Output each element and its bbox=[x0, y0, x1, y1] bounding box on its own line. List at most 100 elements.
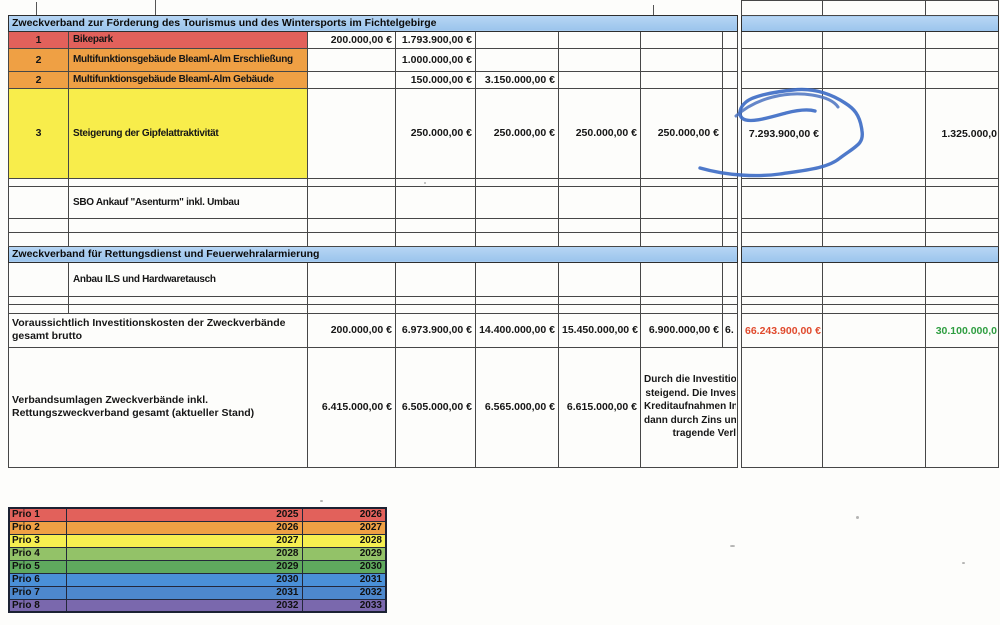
empty-cell bbox=[640, 185, 723, 219]
value-cell: 1.793.900,00 € bbox=[395, 30, 476, 49]
empty-cell bbox=[8, 231, 69, 247]
scan-speck bbox=[730, 545, 735, 547]
empty-cell bbox=[741, 31, 823, 49]
circled-total-cell: 7.293.900,00 € bbox=[741, 88, 823, 179]
empty-cell bbox=[475, 185, 559, 219]
empty-cell bbox=[8, 177, 69, 187]
empty-cell bbox=[475, 231, 559, 247]
empty-cell bbox=[558, 295, 641, 305]
empty-cell bbox=[307, 231, 396, 247]
empty-cell bbox=[741, 186, 823, 219]
empty-cell bbox=[925, 0, 999, 16]
table-row bbox=[741, 304, 999, 314]
empty-cell bbox=[558, 177, 641, 187]
invest-total-label: Voraussichtlich Investitionskosten der Z… bbox=[8, 312, 308, 348]
legend-label: Prio 8 bbox=[8, 598, 67, 613]
empty-cell bbox=[307, 217, 396, 233]
value-cell: 200.000,00 € bbox=[307, 312, 396, 348]
empty-cell bbox=[640, 295, 723, 305]
legend-end-year: 2033 bbox=[301, 598, 387, 613]
empty-cell bbox=[741, 0, 823, 16]
section-banner-continuation bbox=[741, 246, 999, 263]
table-row bbox=[741, 0, 999, 16]
invest-green-total-cell: 30.100.000,0 bbox=[925, 313, 999, 348]
legend-row: Prio 8 2032 2033 bbox=[8, 598, 387, 613]
value-cell: 1.000.000,00 € bbox=[395, 47, 476, 72]
table-row bbox=[8, 303, 738, 314]
value-cell: 6.900.000,00 € bbox=[640, 312, 723, 348]
project-name-cell: Multifunktionsgebäude Bleaml-Alm Gebäude bbox=[68, 70, 308, 89]
empty-cell bbox=[822, 296, 926, 305]
legend-start-year: 2030 bbox=[65, 572, 303, 587]
table-row: Anbau ILS und Hardwaretausch bbox=[8, 261, 738, 297]
value-cell: 14.400.000,00 € bbox=[475, 312, 559, 348]
table-row bbox=[741, 15, 999, 32]
legend-end-year: 2026 bbox=[301, 507, 387, 522]
prio-cell: 1 bbox=[8, 30, 69, 49]
empty-cell bbox=[395, 303, 476, 314]
empty-cell bbox=[822, 178, 926, 187]
scan-speck bbox=[962, 562, 965, 564]
legend-row: Prio 4 2028 2029 bbox=[8, 546, 387, 561]
table-row bbox=[741, 296, 999, 305]
table-row bbox=[741, 218, 999, 233]
table-row bbox=[741, 347, 999, 468]
empty-cell bbox=[741, 71, 823, 89]
value-cell: 250.000,00 € bbox=[640, 87, 723, 179]
value-cell: 250.000,00 € bbox=[395, 87, 476, 179]
legend-row: Prio 5 2029 2030 bbox=[8, 559, 387, 574]
empty-cell bbox=[640, 47, 723, 72]
empty-cell bbox=[722, 30, 738, 49]
value-cell: 6.565.000,00 € bbox=[475, 346, 559, 468]
gridline-tick bbox=[653, 5, 654, 15]
table-row: 1 Bikepark 200.000,00 € 1.793.900,00 € bbox=[8, 30, 738, 49]
empty-cell bbox=[925, 232, 999, 247]
value-cell: 200.000,00 € bbox=[307, 30, 396, 49]
empty-cell bbox=[741, 304, 823, 314]
gridline-tick bbox=[155, 0, 156, 15]
empty-cell bbox=[925, 218, 999, 233]
legend-end-year: 2030 bbox=[301, 559, 387, 574]
empty-cell bbox=[558, 303, 641, 314]
empty-cell bbox=[395, 217, 476, 233]
empty-cell bbox=[925, 347, 999, 468]
scan-speck bbox=[424, 182, 426, 184]
project-name-cell: Bikepark bbox=[68, 30, 308, 49]
empty-cell bbox=[640, 30, 723, 49]
empty-cell bbox=[307, 87, 396, 179]
legend-row: Prio 3 2027 2028 bbox=[8, 533, 387, 548]
empty-cell bbox=[741, 296, 823, 305]
empty-cell bbox=[741, 347, 823, 468]
prio-cell: 2 bbox=[8, 70, 69, 89]
empty-cell bbox=[640, 261, 723, 297]
value-cell: 150.000,00 € bbox=[395, 70, 476, 89]
legend-label: Prio 4 bbox=[8, 546, 67, 561]
legend-end-year: 2027 bbox=[301, 520, 387, 535]
empty-cell bbox=[822, 304, 926, 314]
table-row bbox=[9, 0, 738, 15]
empty-cell bbox=[722, 87, 738, 179]
empty-cell bbox=[307, 303, 396, 314]
empty-cell bbox=[822, 31, 926, 49]
investment-table-left-page: Zweckverband zur Förderung des Tourismus… bbox=[8, 0, 738, 468]
value-cell: 250.000,00 € bbox=[558, 87, 641, 179]
empty-cell bbox=[395, 185, 476, 219]
empty-cell bbox=[395, 295, 476, 305]
value-cell: 6.415.000,00 € bbox=[307, 346, 396, 468]
empty-cell bbox=[8, 217, 69, 233]
empty-cell bbox=[395, 231, 476, 247]
legend-label: Prio 2 bbox=[8, 520, 67, 535]
empty-cell bbox=[925, 178, 999, 187]
empty-cell bbox=[640, 177, 723, 187]
empty-cell bbox=[307, 261, 396, 297]
legend-end-year: 2031 bbox=[301, 572, 387, 587]
empty-cell bbox=[640, 303, 723, 314]
legend-start-year: 2025 bbox=[65, 507, 303, 522]
prio-cell: 2 bbox=[8, 47, 69, 72]
value-cell: 6.505.000,00 € bbox=[395, 346, 476, 468]
section-banner-tourism: Zweckverband zur Förderung des Tourismus… bbox=[8, 14, 738, 32]
empty-cell bbox=[925, 31, 999, 49]
legend-row: Prio 6 2030 2031 bbox=[8, 572, 387, 587]
legend-end-year: 2029 bbox=[301, 546, 387, 561]
legend-start-year: 2027 bbox=[65, 533, 303, 548]
